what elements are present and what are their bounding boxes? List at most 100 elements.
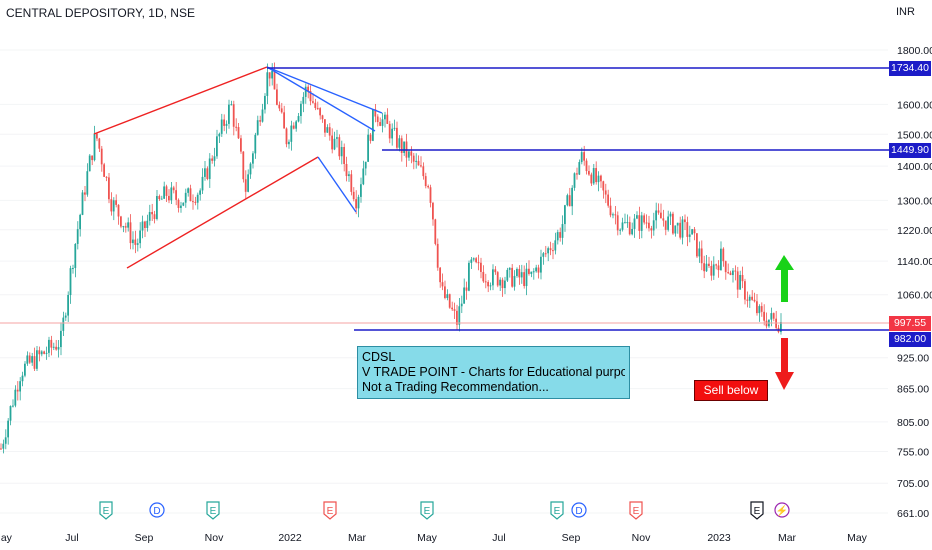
candle-body: [170, 187, 173, 201]
candle-body: [756, 301, 758, 314]
candle-body: [535, 267, 537, 272]
candle-body: [463, 287, 465, 304]
candle-body: [208, 158, 211, 179]
candle-body: [103, 164, 105, 177]
y-tick-label: 1400.00: [897, 161, 932, 173]
candle-body: [309, 91, 312, 102]
candle-body: [477, 262, 480, 264]
channel-lower-line[interactable]: [126, 156, 319, 269]
candle-body: [559, 232, 561, 238]
candle-body: [67, 294, 69, 316]
candle-body: [100, 148, 103, 165]
candle-body: [218, 133, 221, 137]
candle-body: [400, 138, 403, 153]
earnings-marker-icon[interactable]: E: [420, 501, 434, 520]
candle-body: [33, 356, 36, 369]
candle-body: [609, 205, 612, 216]
candle-body: [9, 406, 12, 421]
x-tick-label: May: [417, 532, 438, 544]
candle-body: [571, 187, 573, 207]
earnings-marker-icon[interactable]: E: [550, 501, 564, 520]
candle-body: [705, 263, 708, 272]
x-tick-label: 2023: [707, 532, 731, 544]
note-line-1: CDSL: [362, 350, 396, 364]
candle-body: [304, 86, 307, 97]
sell-signal-label[interactable]: Sell below 980: [694, 380, 768, 416]
split-marker-icon[interactable]: ⚡: [774, 502, 790, 518]
earnings-marker-icon[interactable]: E: [323, 501, 337, 520]
candle-body: [81, 192, 84, 215]
currency-label: INR: [896, 6, 915, 18]
svg-text:⚡: ⚡: [776, 504, 788, 517]
candle-body: [369, 134, 372, 141]
candle-body: [760, 306, 763, 312]
wedge-middle-line[interactable]: [266, 66, 376, 132]
candle-body: [333, 138, 336, 150]
x-tick-label: Jul: [492, 532, 505, 544]
up-arrow-icon: [775, 255, 794, 302]
candle-body: [715, 264, 717, 266]
candle-body: [40, 351, 43, 355]
candle-body: [631, 228, 633, 235]
earnings-marker-icon[interactable]: E: [750, 501, 764, 520]
candle-body: [259, 120, 261, 122]
candle-body: [657, 210, 660, 213]
candle-body: [487, 282, 489, 287]
candle-body: [679, 222, 681, 238]
svg-text:E: E: [554, 506, 561, 517]
channel-upper-line[interactable]: [93, 66, 268, 135]
candle-body: [580, 152, 583, 163]
candle-body: [187, 188, 189, 193]
earnings-marker-icon[interactable]: E: [99, 501, 113, 520]
candle-body: [465, 287, 468, 291]
candle-body: [364, 161, 367, 169]
candle-body: [124, 226, 127, 228]
candle-body: [261, 109, 264, 122]
dividend-marker-icon[interactable]: D: [571, 502, 587, 518]
candle-body: [746, 299, 749, 301]
candle-body: [700, 248, 703, 264]
wedge-upper-line[interactable]: [266, 66, 383, 114]
price-label-1734: 1734.40: [889, 61, 931, 76]
svg-text:E: E: [633, 506, 640, 517]
y-tick-label: 1060.00: [897, 290, 932, 302]
candle-body: [324, 119, 326, 133]
y-tick-label: 805.00: [897, 417, 929, 429]
candle-body: [326, 127, 329, 133]
earnings-marker-icon[interactable]: E: [629, 501, 643, 520]
candle-body: [578, 162, 581, 175]
candle-body: [422, 166, 425, 177]
y-tick-label: 1800.00: [897, 45, 932, 57]
candle-body: [460, 303, 463, 307]
candle-body: [554, 240, 557, 251]
svg-text:E: E: [754, 506, 761, 517]
candle-body: [549, 248, 552, 251]
candle-body: [626, 222, 629, 224]
disclaimer-note[interactable]: CDSL V TRADE POINT - Charts for Educatio…: [357, 346, 630, 399]
candle-body: [276, 89, 278, 105]
earnings-marker-icon[interactable]: E: [206, 501, 220, 520]
candle-body: [362, 168, 365, 185]
candle-body: [758, 306, 761, 314]
svg-text:E: E: [424, 506, 431, 517]
candle-body: [230, 104, 233, 106]
candle-body: [448, 294, 451, 308]
candle-body: [592, 168, 595, 184]
candle-body: [564, 205, 566, 225]
x-tick-label: 2022: [278, 532, 302, 544]
candle-body: [513, 275, 516, 287]
candle-body: [633, 218, 636, 229]
candle-body: [206, 168, 209, 179]
candle-body: [280, 108, 283, 113]
candle-body: [429, 187, 432, 203]
note-line-2: V TRADE POINT - Charts for Educational p…: [362, 365, 625, 379]
candle-body: [736, 271, 739, 290]
candle-body: [388, 123, 391, 139]
candle-body: [196, 194, 199, 203]
dividend-marker-icon[interactable]: D: [149, 502, 165, 518]
wedge-lower-line[interactable]: [317, 156, 357, 213]
candle-body: [21, 375, 24, 382]
svg-text:E: E: [210, 506, 217, 517]
y-tick-label: 925.00: [897, 353, 929, 365]
